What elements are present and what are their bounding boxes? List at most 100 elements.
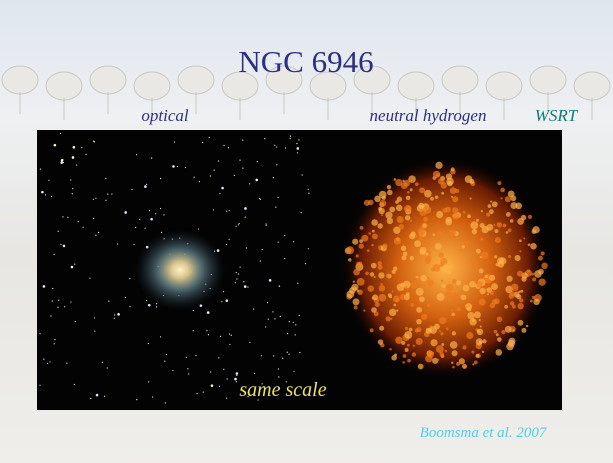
gas-clump <box>450 341 458 349</box>
gas-clump <box>471 351 474 354</box>
gas-clump <box>439 317 446 324</box>
star <box>50 315 51 316</box>
star <box>74 384 75 385</box>
gas-clump <box>379 285 386 292</box>
gas-clump <box>404 294 410 300</box>
star <box>160 178 161 179</box>
gas-clump <box>426 328 432 334</box>
gas-clump <box>479 319 481 321</box>
gas-clump <box>433 264 441 272</box>
gas-clump <box>461 295 467 301</box>
star <box>150 218 153 221</box>
gas-clump <box>371 244 373 246</box>
dish <box>442 66 478 94</box>
gas-clump <box>452 331 456 335</box>
star <box>257 161 258 162</box>
star <box>75 321 76 322</box>
gas-clump <box>358 261 362 265</box>
gas-clump <box>467 312 474 319</box>
gas-clump <box>427 304 430 307</box>
gas-clump <box>425 252 428 255</box>
gas-clump <box>481 210 483 212</box>
gas-clump <box>353 281 355 283</box>
gas-clump <box>379 200 386 207</box>
gas-clump <box>409 328 413 332</box>
star <box>265 223 266 224</box>
gas-clump <box>521 276 526 281</box>
star <box>146 184 147 185</box>
star <box>280 316 281 317</box>
star <box>39 385 40 386</box>
gas-clump <box>346 290 354 298</box>
gas-clump <box>480 223 485 228</box>
gas-clump <box>435 243 442 250</box>
star <box>105 200 106 201</box>
gas-clump <box>423 217 428 222</box>
star <box>214 169 215 170</box>
star <box>73 146 76 149</box>
star <box>54 343 55 344</box>
star <box>64 306 65 307</box>
star <box>107 367 108 368</box>
star <box>177 166 178 167</box>
gas-clump <box>395 200 399 204</box>
gas-clump <box>370 328 374 332</box>
gas-clump <box>447 181 453 187</box>
star <box>105 178 106 179</box>
gas-clump <box>378 272 384 278</box>
gas-clump <box>367 249 370 252</box>
gas-clump <box>437 293 445 301</box>
gas-clump <box>520 290 523 293</box>
star <box>194 177 195 178</box>
star <box>135 227 136 228</box>
gas-clump <box>380 283 382 285</box>
gas-clump <box>480 256 482 258</box>
gas-clump <box>419 296 425 302</box>
star <box>85 154 86 155</box>
star <box>51 196 52 197</box>
gas-clump <box>374 276 376 278</box>
gas-clump <box>451 309 453 311</box>
gas-clump <box>503 224 507 228</box>
gas-clump <box>463 285 470 292</box>
star <box>209 137 210 138</box>
star <box>296 143 297 144</box>
gas-clump <box>472 363 474 365</box>
star <box>40 169 41 170</box>
star <box>226 244 227 245</box>
gas-clump <box>389 348 392 351</box>
star <box>238 224 239 225</box>
star <box>259 198 260 199</box>
star <box>255 179 258 182</box>
gas-clump <box>476 219 479 222</box>
gas-clump <box>467 214 471 218</box>
gas-clump <box>445 207 451 213</box>
star <box>62 159 63 160</box>
gas-clump <box>363 309 365 311</box>
dish <box>2 66 38 94</box>
gas-clump <box>386 273 390 277</box>
star <box>218 357 219 358</box>
star <box>74 264 75 265</box>
star <box>145 228 146 229</box>
star <box>289 321 290 322</box>
gas-clump <box>430 197 434 201</box>
gas-clump <box>392 270 396 274</box>
star <box>284 258 285 259</box>
gas-clump <box>497 222 502 227</box>
gas-clump <box>353 269 360 276</box>
gas-clump <box>416 288 424 296</box>
gas-clump <box>445 218 452 225</box>
gas-clump <box>382 196 386 200</box>
gas-clump <box>469 281 476 288</box>
gas-clump <box>415 182 419 186</box>
star <box>273 177 274 178</box>
gas-clump <box>413 345 415 347</box>
gas-clump <box>387 190 393 196</box>
dish <box>134 72 170 100</box>
gas-clump <box>360 226 364 230</box>
star <box>229 239 230 240</box>
star <box>93 141 94 142</box>
gas-clump <box>379 294 387 302</box>
gas-clump <box>386 316 391 321</box>
